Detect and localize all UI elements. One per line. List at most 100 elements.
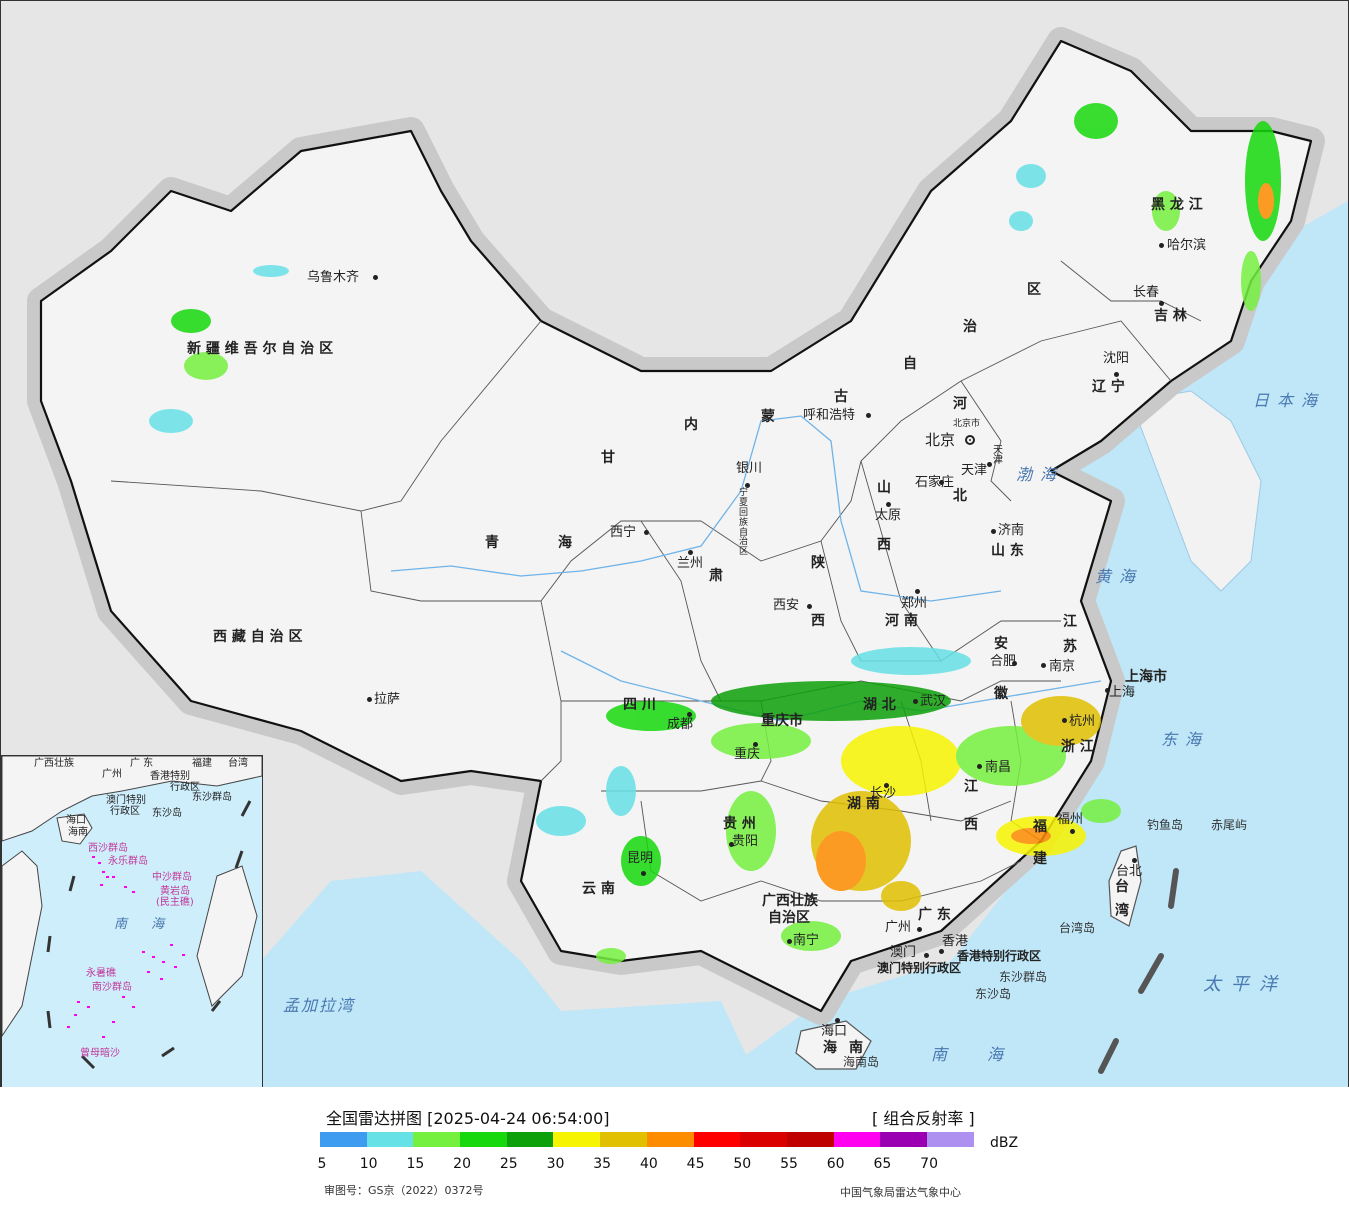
inset-label-dongsha: 东沙群岛 xyxy=(192,792,232,803)
city-label-jinan: 济南 xyxy=(998,523,1025,538)
inset-label-haikou: 海口 xyxy=(66,815,86,826)
color-swatch-2 xyxy=(413,1132,461,1147)
city-dot-xining xyxy=(644,530,649,535)
province-label-jiangxi-1: 江 xyxy=(964,779,978,795)
inset-label-hainan: 海南 xyxy=(68,827,88,838)
city-dot-chengdu xyxy=(687,712,692,717)
city-label-nanning: 南宁 xyxy=(793,933,820,948)
inset-label-zengmu: 曾母暗沙 xyxy=(80,1048,120,1059)
inset-sea-label: 南 海 xyxy=(114,917,175,932)
taiwan-island-shape xyxy=(1108,845,1142,927)
province-label-taiwan-1: 台 xyxy=(1115,879,1129,895)
inset-label-hk: 香港特别 xyxy=(150,771,190,782)
legend-unit: dBZ xyxy=(990,1135,1019,1151)
province-label-tianjin: 天津 xyxy=(993,445,1003,466)
province-label-guangdong: 广 东 xyxy=(918,907,951,923)
color-swatch-5 xyxy=(553,1132,601,1147)
city-label-tianjin: 天津 xyxy=(961,463,988,478)
inset-label-guangzhou: 广州 xyxy=(102,769,122,780)
color-swatch-9 xyxy=(740,1132,787,1147)
inset-label-xisha: 西沙群岛 xyxy=(88,843,128,854)
city-label-nanjing: 南京 xyxy=(1049,659,1076,674)
province-label-shaanxi-2: 西 xyxy=(811,613,825,629)
city-label-hongkong: 香港 xyxy=(942,934,969,949)
city-dot-fuzhou xyxy=(1070,829,1075,834)
legend-tick-label: 70 xyxy=(920,1156,938,1172)
city-label-guiyang: 贵阳 xyxy=(732,834,759,849)
city-dot-taiyuan xyxy=(886,502,891,507)
color-swatch-10 xyxy=(786,1132,834,1147)
legend-product: [ 组合反射率 ] xyxy=(872,1109,975,1128)
inset-islands xyxy=(67,856,185,1038)
inset-label-fujian: 福建 xyxy=(192,758,212,769)
province-label-xinjiang: 新 疆 维 吾 尔 自 治 区 xyxy=(187,341,334,357)
legend-tick-label: 55 xyxy=(780,1156,798,1172)
map-canvas xyxy=(27,27,1348,1087)
province-label-anhui-2: 徽 xyxy=(994,686,1008,702)
legend-tick-label: 60 xyxy=(826,1156,845,1172)
province-label-sichuan: 四 川 xyxy=(623,697,656,713)
city-label-hefei: 合肥 xyxy=(990,654,1017,669)
color-swatch-3 xyxy=(460,1132,507,1147)
province-label-hebei-1: 河 xyxy=(953,396,967,412)
city-dot-urumqi xyxy=(373,275,378,280)
province-label-neimenggu-5: 治 xyxy=(963,319,977,335)
city-dot-guiyang xyxy=(729,842,734,847)
city-label-shanghai: 上海 xyxy=(1109,685,1136,700)
inset-label-guangxi: 广西壮族 xyxy=(34,758,74,769)
province-label-guangxi-1: 广西壮族 xyxy=(762,893,818,909)
city-label-urumqi: 乌鲁木齐 xyxy=(307,270,360,285)
color-swatch-6 xyxy=(600,1132,647,1147)
city-dot-shanghai xyxy=(1105,688,1110,693)
city-dot-wuhan xyxy=(913,699,918,704)
boundary-dashes xyxy=(1098,868,1179,1074)
color-swatch-4 xyxy=(506,1132,554,1147)
city-label-kunming: 昆明 xyxy=(627,851,654,866)
city-label-shijiazhuang: 石家庄 xyxy=(915,475,955,490)
city-dot-shijiazhuang xyxy=(939,480,944,485)
city-dot-jinan xyxy=(991,529,996,534)
province-label-gansu-1: 甘 xyxy=(601,450,615,466)
province-label-chongqing: 重庆市 xyxy=(761,713,803,729)
legend-title: 全国雷达拼图 [2025-04-24 06:54:00] xyxy=(326,1109,610,1128)
city-label-beijing: 北京 xyxy=(925,431,956,449)
city-label-macau: 澳门 xyxy=(890,945,917,960)
province-label-jilin: 吉 林 xyxy=(1154,308,1187,324)
island-label-dongsha-dao: 东沙岛 xyxy=(975,987,1012,1001)
city-dot-shenyang xyxy=(1114,372,1119,377)
province-label-jiangxi-2: 西 xyxy=(964,817,978,833)
inset-label-yongle: 永乐群岛 xyxy=(108,856,148,867)
province-label-ningxia: 宁夏回族自治区 xyxy=(739,488,749,558)
inset-west-land xyxy=(2,850,43,1037)
city-label-guangzhou: 广州 xyxy=(885,920,912,935)
province-label-fujian-2: 建 xyxy=(1033,851,1047,867)
color-swatch-8 xyxy=(693,1132,741,1147)
province-label-taiwan-2: 湾 xyxy=(1115,903,1129,919)
province-label-macau-sar: 澳门特别行政区 xyxy=(877,961,962,975)
legend-tick-label: 15 xyxy=(406,1156,425,1172)
inset-label-huangyan2: (民主礁) xyxy=(156,897,194,908)
city-dot-chongqing xyxy=(753,742,758,747)
sea-label-south: 南海 xyxy=(931,1045,1044,1064)
legend-tick-label: 5 xyxy=(317,1156,327,1172)
sea-label-pacific: 太平洋 xyxy=(1203,974,1287,995)
city-dot-beijing xyxy=(965,435,975,445)
city-dot-hohhot xyxy=(866,413,871,418)
inset-label-nansha: 南沙群岛 xyxy=(92,982,132,993)
province-label-hebei-2: 北 xyxy=(953,488,967,504)
province-label-neimenggu-3: 古 xyxy=(834,389,848,405)
sea-label-east: 东海 xyxy=(1161,730,1210,749)
korea-land xyxy=(1130,390,1262,592)
color-swatch-13 xyxy=(926,1132,974,1147)
inset-label-guangdong: 广 东 xyxy=(130,758,154,769)
city-dot-nanjing xyxy=(1041,663,1046,668)
island-label-taiwan: 台湾岛 xyxy=(1059,921,1096,935)
city-dot-nanchang xyxy=(977,764,982,769)
city-label-fuzhou: 福州 xyxy=(1057,812,1084,827)
city-label-taiyuan: 太原 xyxy=(875,508,902,523)
city-dot-tianjin xyxy=(987,462,992,467)
province-label-zhejiang: 浙 江 xyxy=(1061,739,1094,755)
province-label-neimenggu-2: 蒙 xyxy=(761,409,775,425)
city-label-harbin: 哈尔滨 xyxy=(1167,238,1207,253)
legend-panel: 全国雷达拼图 [2025-04-24 06:54:00] [ 组合反射率 ] d… xyxy=(0,1087,1349,1208)
